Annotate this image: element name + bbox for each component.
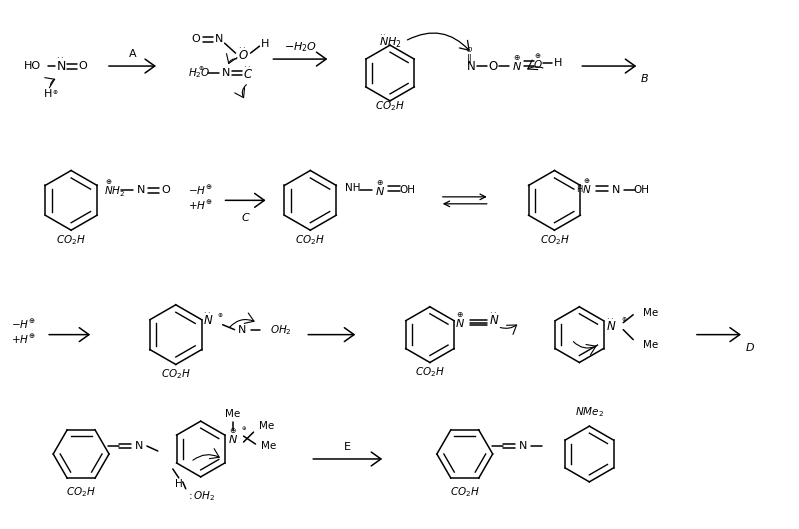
Text: $^{\oplus}$: $^{\oplus}$	[621, 316, 627, 325]
Text: $\overset{\oplus}{N}$: $\overset{\oplus}{N}$	[511, 53, 522, 72]
Text: $^{\oplus}$: $^{\oplus}$	[217, 312, 224, 321]
Text: $CO_2H$: $CO_2H$	[539, 233, 570, 247]
Text: Me: Me	[643, 308, 658, 318]
Text: $+H^{\oplus}$: $+H^{\oplus}$	[11, 333, 36, 346]
Text: Me: Me	[260, 421, 275, 431]
Text: Me: Me	[225, 409, 240, 419]
Text: H: H	[175, 479, 183, 489]
Text: O: O	[161, 185, 170, 195]
Text: OH: OH	[633, 185, 649, 195]
Text: H: H	[576, 185, 582, 194]
Text: $^{\oplus}$: $^{\oplus}$	[52, 89, 58, 98]
Text: $-H^{\oplus}$: $-H^{\oplus}$	[11, 318, 36, 331]
Text: $-H^{\oplus}$: $-H^{\oplus}$	[189, 184, 213, 197]
Text: $^{\oplus}$: $^{\oplus}$	[241, 426, 248, 435]
Text: $CO_2H$: $CO_2H$	[375, 99, 405, 113]
Text: $CO_2H$: $CO_2H$	[296, 233, 325, 247]
Text: $^{\oplus}$: $^{\oplus}$	[198, 65, 205, 74]
Text: $\overset{..}{N}$: $\overset{..}{N}$	[606, 318, 617, 335]
Text: $\overset{\oplus}{O}$: $\overset{\oplus}{O}$	[533, 52, 543, 70]
Text: O: O	[79, 61, 87, 71]
Text: $\overset{\oplus}{N}$: $\overset{\oplus}{N}$	[582, 177, 591, 196]
Text: H: H	[261, 39, 269, 49]
Text: H: H	[555, 58, 562, 68]
Text: $\overset{..}{N}$: $\overset{..}{N}$	[204, 313, 214, 329]
Text: $\overset{\oplus}{N}$: $\overset{\oplus}{N}$	[375, 179, 385, 198]
Text: $\mathregular{\overset{..}{N}}$: $\mathregular{\overset{..}{N}}$	[56, 58, 66, 74]
Text: B: B	[641, 74, 649, 84]
Text: $+H^{\oplus}$: $+H^{\oplus}$	[189, 199, 213, 212]
Text: O: O	[488, 60, 497, 72]
Text: $OH_2$: $OH_2$	[270, 323, 292, 336]
Text: NH: NH	[345, 184, 360, 194]
Text: D: D	[745, 343, 754, 352]
Text: N: N	[221, 68, 230, 78]
Text: N: N	[519, 441, 527, 451]
Text: $CO_2H$: $CO_2H$	[161, 368, 191, 381]
Text: $\overset{..}{C}$: $\overset{..}{C}$	[244, 67, 253, 83]
Text: $CO_2H$: $CO_2H$	[415, 366, 445, 379]
Text: N: N	[135, 441, 143, 451]
Text: Me: Me	[643, 340, 658, 350]
Text: HO: HO	[24, 61, 42, 71]
Text: $\overset{O}{\|}$: $\overset{O}{\|}$	[467, 45, 473, 67]
Text: $CO_2H$: $CO_2H$	[66, 485, 96, 499]
Text: $\overset{\oplus}{N}$: $\overset{\oplus}{N}$	[228, 426, 237, 446]
Text: $\overset{..}{N}$: $\overset{..}{N}$	[490, 313, 500, 329]
Text: $:OH_2$: $:OH_2$	[185, 489, 215, 503]
Text: N: N	[467, 60, 475, 72]
Text: H: H	[44, 89, 53, 99]
Text: $\overset{\oplus}{N}H_2$: $\overset{\oplus}{N}H_2$	[104, 178, 125, 199]
Text: $H_2O$: $H_2O$	[188, 66, 210, 80]
Text: N: N	[612, 185, 621, 195]
Text: $\overset{..}{O}$: $\overset{..}{O}$	[238, 48, 249, 64]
Text: $\overset{\oplus}{N}$: $\overset{\oplus}{N}$	[455, 311, 465, 330]
Text: N: N	[214, 34, 223, 44]
Text: $NMe_2$: $NMe_2$	[574, 405, 604, 419]
Text: N: N	[238, 325, 247, 335]
Text: OH: OH	[399, 185, 415, 195]
Text: Me: Me	[261, 441, 276, 451]
Text: E: E	[344, 442, 352, 452]
Text: $-H_2O$: $-H_2O$	[284, 40, 317, 54]
Text: $\overset{..}{N}H_2$: $\overset{..}{N}H_2$	[379, 33, 401, 50]
Text: C: C	[241, 213, 249, 223]
Text: $CO_2H$: $CO_2H$	[450, 485, 479, 499]
Text: $CO_2H$: $CO_2H$	[56, 233, 86, 247]
Text: O: O	[191, 34, 200, 44]
Text: A: A	[129, 49, 137, 59]
Text: N: N	[137, 185, 145, 195]
